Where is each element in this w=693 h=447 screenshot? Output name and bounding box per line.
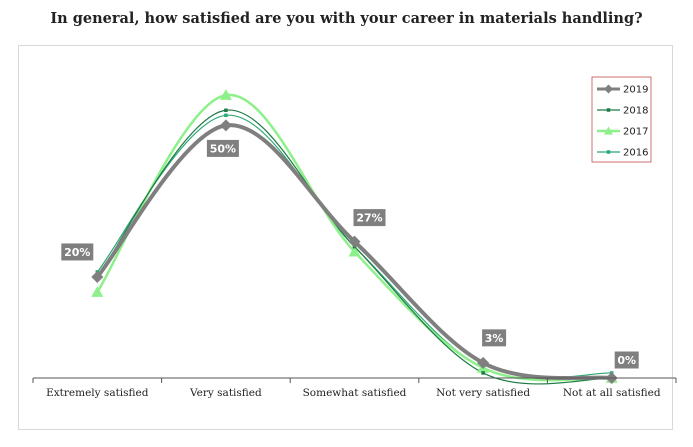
x-tick-label: Extremely satisfied (46, 387, 149, 399)
series-2019-point-3 (477, 356, 490, 369)
data-label: 27% (356, 212, 382, 225)
legend-marker-2019 (604, 84, 613, 94)
series-markers (91, 89, 618, 384)
series-2016-point-1 (224, 113, 228, 118)
x-tick-label: Somewhat satisfied (303, 387, 407, 399)
legend-box (591, 76, 652, 163)
data-label-box (61, 243, 94, 261)
legend-marker-2017 (604, 126, 613, 135)
legend-marker-2018 (606, 108, 611, 112)
series-line-2019 (95, 123, 614, 381)
data-label: 50% (210, 142, 236, 155)
data-labels: 20% 50% 27% 3% 0% (61, 139, 639, 369)
series-line-2018 (96, 109, 613, 385)
data-label: 0% (617, 354, 636, 367)
data-label: 20% (64, 246, 90, 259)
series-2017-point-1 (219, 89, 232, 100)
series-2019-point-0 (91, 270, 104, 283)
legend-label: 2017 (623, 127, 648, 138)
x-tick-label: Very satisfied (189, 387, 262, 399)
data-label-box (206, 139, 239, 157)
series-2019-point-2 (348, 235, 361, 248)
data-label-box (353, 209, 386, 227)
data-label-box (482, 329, 507, 347)
series-lines (95, 93, 614, 385)
data-label-box (614, 351, 639, 369)
legend-marker-2016 (606, 150, 611, 154)
x-tick-label: Not at all satisfied (563, 387, 661, 399)
data-label: 3% (485, 332, 504, 345)
series-2019-point-1 (219, 119, 232, 132)
chart-frame (18, 45, 673, 430)
legend-label: 2018 (623, 106, 648, 117)
legend-label: 2016 (623, 148, 648, 159)
x-tick-label: Not very satisfied (436, 387, 530, 399)
series-2017-point-0 (91, 286, 104, 297)
series-2017-point-2 (348, 245, 361, 257)
legend: 2019 2018 2017 2016 (591, 76, 652, 163)
series-2018-point-3 (481, 371, 485, 375)
legend-label: 2019 (623, 85, 648, 96)
series-line-2017 (96, 93, 613, 382)
chart-title: In general, how satisfied are you with y… (50, 10, 643, 27)
x-axis: Extremely satisfied Very satisfied Somewha… (32, 377, 677, 399)
series-2018-point-1 (224, 108, 228, 113)
